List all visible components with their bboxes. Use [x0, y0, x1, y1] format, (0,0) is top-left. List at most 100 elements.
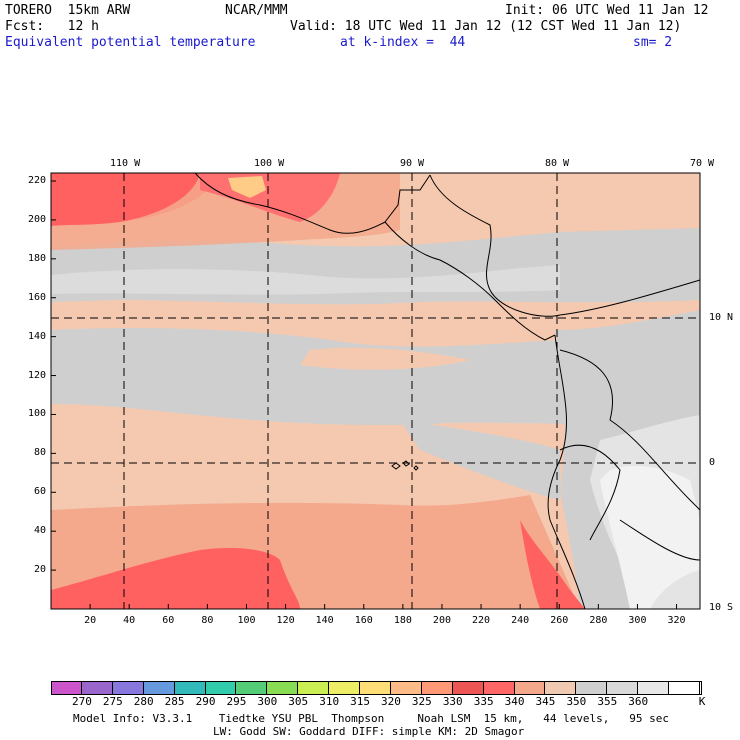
- colorbar-label: 340: [504, 695, 525, 708]
- field-band-warm-mid: [300, 347, 470, 370]
- y-tick-label: 40: [33, 525, 46, 537]
- x-tick-label: 20: [84, 615, 97, 626]
- field-band-pale-north: [51, 265, 560, 295]
- lon-label-90w: 90 W: [400, 158, 425, 169]
- colorbar-cell: [51, 681, 82, 694]
- y-tick-label: 160: [27, 291, 46, 303]
- colorbar-label: 285: [164, 695, 185, 708]
- lon-label-100w: 100 W: [254, 158, 285, 169]
- model-title: TORERO 15km ARW: [5, 3, 131, 18]
- physics-info: LW: Godd SW: Goddard DIFF: simple KM: 2D…: [213, 725, 525, 738]
- coastline-caribbean: [429, 174, 701, 317]
- colorbar-label: 320: [381, 695, 401, 708]
- x-tick-label: 180: [393, 615, 412, 626]
- coastline-south-america: [547, 334, 586, 610]
- border-colombia-peru: [559, 349, 701, 511]
- colorbar-cell: [174, 681, 206, 694]
- colorbar-label: 295: [226, 695, 247, 708]
- field-band-345-east: [400, 420, 560, 500]
- x-tick-label: 240: [511, 615, 530, 626]
- colorbar-cell: [360, 681, 391, 694]
- colorbar-unit: K: [698, 695, 706, 708]
- center-label: NCAR/MMM: [225, 3, 288, 18]
- colorbar-cell: [514, 681, 546, 694]
- colorbar-cell: [483, 681, 515, 694]
- colorbar-label: 345: [535, 695, 556, 708]
- y-tick-label: 180: [27, 252, 46, 264]
- x-tick-label: 220: [472, 615, 491, 626]
- colorbar-cell: [638, 681, 670, 694]
- x-tick-label: 200: [432, 615, 451, 626]
- colorbar-cell: [143, 681, 175, 694]
- field-south-335: [51, 548, 300, 609]
- colorbar-cell: [607, 681, 639, 694]
- lon-label-70w: 70 W: [690, 158, 715, 169]
- x-tick-label: 80: [201, 615, 214, 626]
- colorbar-label: 335: [473, 695, 494, 708]
- colorbar-frame: [51, 681, 702, 695]
- y-tick-label: 100: [27, 408, 46, 420]
- level-label: at k-index = 44: [340, 35, 466, 50]
- x-tick-label: 320: [667, 615, 686, 626]
- x-tick-label: 100: [237, 615, 256, 626]
- y-tick-label: 20: [33, 564, 46, 576]
- x-tick-label: 300: [628, 615, 647, 626]
- colorbar-label: 290: [195, 695, 216, 708]
- lon-label-110w: 110 W: [110, 158, 141, 169]
- colorbar-label: 305: [288, 695, 309, 708]
- colorbar-cell: [545, 681, 577, 694]
- x-tick-label: 140: [315, 615, 334, 626]
- x-tick-label: 260: [550, 615, 569, 626]
- colorbar-cell: [267, 681, 299, 694]
- field-north-335-b: [51, 173, 200, 226]
- colorbar-label: 325: [411, 695, 432, 708]
- smoothing-label: sm= 2: [633, 35, 673, 50]
- x-tick-label: 160: [354, 615, 373, 626]
- y-tick-label: 220: [27, 175, 46, 186]
- lat-label-10n: 10 N: [709, 312, 734, 323]
- colorbar-cell: [298, 681, 330, 694]
- coastline-mexico: [194, 172, 431, 234]
- colorbar-cell: [205, 681, 237, 694]
- border-ecuador: [559, 444, 621, 541]
- y-tick-label: 80: [33, 447, 46, 459]
- valid-time: Valid: 18 UTC Wed 11 Jan 12 (12 CST Wed …: [290, 19, 682, 34]
- field-peak-320: [228, 176, 266, 198]
- field-amazon-white: [600, 465, 700, 609]
- colorbar-cell: [81, 681, 113, 694]
- colorbar-cell: [236, 681, 268, 694]
- colorbar-cell: [576, 681, 608, 694]
- colorbar-label: 310: [319, 695, 340, 708]
- colorbar-label: 350: [566, 695, 587, 708]
- y-tick-label: 140: [27, 330, 46, 342]
- y-tick-label: 120: [27, 369, 46, 381]
- colorbar-label: 330: [442, 695, 463, 708]
- colorbar-cell: [390, 681, 422, 694]
- plot-frame: [50, 172, 701, 610]
- forecast-hour: Fcst: 12 h: [5, 19, 99, 34]
- lat-label-0: 0: [709, 457, 716, 468]
- colorbar-label: 355: [597, 695, 618, 708]
- x-tick-label: 280: [589, 615, 608, 626]
- galapagos: [391, 460, 419, 471]
- model-info: Model Info: V3.3.1 Tiedtke YSU PBL Thomp…: [73, 712, 670, 725]
- colorbar-label: 360: [628, 695, 649, 708]
- colorbar-cell: [452, 681, 484, 694]
- x-tick-label: 120: [276, 615, 295, 626]
- colorbar-label: 270: [71, 695, 92, 708]
- colorbar-cell: [112, 681, 144, 694]
- field-band-345-mid: [51, 328, 700, 426]
- colorbar-label: 315: [350, 695, 370, 708]
- colorbar-cell: [669, 681, 700, 694]
- x-tick-label: 60: [162, 615, 175, 626]
- field-coastal-peru-335: [520, 520, 585, 609]
- lon-label-80w: 80 W: [545, 158, 570, 169]
- y-tick-label: 200: [27, 213, 46, 225]
- lat-label-10s: 10 S: [709, 602, 734, 613]
- coastline-central-america: [384, 221, 556, 341]
- colorbar-label: 300: [257, 695, 278, 708]
- colorbar-cell: [421, 681, 453, 694]
- colorbar-label: 280: [133, 695, 154, 708]
- colorbar-label: 275: [102, 695, 123, 708]
